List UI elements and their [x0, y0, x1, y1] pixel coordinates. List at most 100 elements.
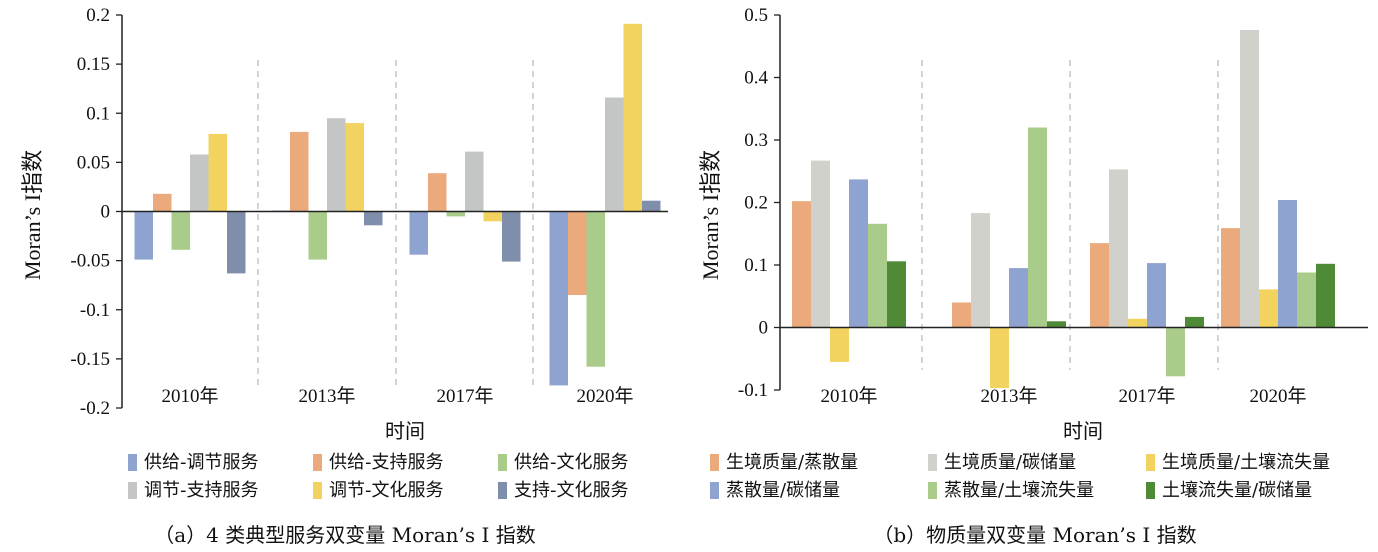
chart-a-y-tick-label: -0.15	[70, 349, 110, 370]
chart-b-bar	[868, 223, 887, 328]
chart-a-legend-swatch	[313, 482, 322, 499]
chart-a-bar	[502, 211, 521, 262]
chart-b-legend-label: 生境质量/蒸散量	[726, 452, 858, 473]
chart-b-bar	[952, 302, 971, 328]
chart-b-category-label: 2010年	[820, 385, 877, 407]
chart-a-bar	[327, 118, 346, 212]
chart-a-legend-label: 调节-支持服务	[144, 480, 259, 501]
chart-b-caption: （b）物质量双变量 Moran’s I 指数	[873, 523, 1196, 547]
chart-a-bar	[227, 211, 246, 274]
chart-b-y-tick-label: 0	[759, 318, 769, 339]
chart-b-bar	[1316, 263, 1335, 328]
chart-b-bar	[1185, 316, 1204, 328]
chart-a-bar	[642, 200, 661, 212]
chart-b-category-label: 2017年	[1118, 385, 1175, 407]
chart-b-bar	[1128, 318, 1147, 328]
chart-b-legend-label: 生境质量/土壤流失量	[1162, 452, 1330, 473]
chart-a-legend-swatch	[128, 454, 137, 471]
chart-a-bar	[549, 211, 568, 386]
chart-a-legend-label: 支持-文化服务	[514, 480, 629, 501]
chart-b-legend-label: 土壤流失量/碳储量	[1162, 480, 1312, 501]
chart-b-bar	[811, 160, 830, 328]
chart-b-bar	[1028, 127, 1047, 328]
chart-a-y-tick-label: -0.1	[80, 300, 110, 321]
chart-b-ylabel: Moran’s I指数	[698, 150, 723, 280]
chart-b-bar	[1278, 200, 1297, 328]
chart-b-legend-label: 蒸散量/土壤流失量	[944, 480, 1094, 501]
chart-b-bar	[1166, 327, 1185, 377]
chart-b-bar	[1221, 228, 1240, 328]
chart-b-bar	[887, 261, 906, 328]
chart-a-category-label: 2010年	[161, 385, 218, 407]
chart-b-bar	[830, 327, 849, 362]
chart-b-legend-label: 生境质量/碳储量	[944, 452, 1076, 473]
chart-b-bar	[1259, 289, 1278, 328]
chart-b-y-tick-label: 0.5	[744, 5, 768, 26]
chart-a-y-tick-label: 0.1	[86, 103, 110, 124]
chart-a-legend-swatch	[498, 482, 507, 499]
chart-a: Moran’s I指数 时间 （a）4 类典型服务双变量 Moran’s I 指…	[20, 5, 668, 547]
chart-a-y-tick-label: -0.05	[70, 251, 110, 272]
chart-a-y-tick-label: -0.2	[80, 398, 110, 419]
chart-a-y-tick-label: 0	[101, 202, 111, 223]
chart-b-y-tick-label: 0.3	[744, 130, 768, 151]
chart-a-xlabel: 时间	[385, 419, 425, 443]
chart-a-category-label: 2013年	[298, 385, 355, 407]
chart-b-bar	[1240, 30, 1259, 328]
chart-b-legend-swatch	[710, 482, 719, 499]
chart-b-legend-swatch	[1146, 482, 1155, 499]
chart-a-y-tick-label: 0.15	[77, 54, 110, 75]
chart-a-category-label: 2020年	[576, 385, 633, 407]
chart-b-bar	[1009, 268, 1028, 328]
chart-a-ylabel: Moran’s I指数	[20, 150, 45, 280]
chart-a-bar	[208, 133, 227, 212]
chart-a-caption: （a）4 类典型服务双变量 Moran’s I 指数	[154, 523, 535, 547]
chart-a-bar	[190, 154, 209, 212]
chart-a-legend-label: 供给-调节服务	[144, 452, 259, 473]
chart-a-legend-label: 供给-支持服务	[329, 452, 444, 473]
chart-a-bar	[428, 173, 447, 212]
chart-a-legend-swatch	[128, 482, 137, 499]
chart-a-legend-label: 供给-文化服务	[514, 452, 629, 473]
chart-a-bar	[483, 211, 502, 222]
chart-a-legend-swatch	[498, 454, 507, 471]
chart-a-y-tick-label: 0.2	[86, 5, 110, 26]
chart-a-legend-swatch	[313, 454, 322, 471]
chart-b-bar	[1297, 272, 1316, 328]
chart-b-bar	[792, 201, 811, 328]
chart-b-y-tick-label: 0.2	[744, 193, 768, 214]
chart-b-bar	[971, 213, 990, 328]
chart-a-bar	[568, 211, 587, 295]
chart-a-bar	[586, 211, 605, 367]
chart-a-bar	[605, 97, 624, 212]
chart-b-xlabel: 时间	[1063, 419, 1103, 443]
chart-a-legend-label: 调节-文化服务	[329, 480, 444, 501]
chart-a-bar	[290, 131, 309, 212]
chart-b-bar	[849, 179, 868, 328]
chart-a-bar	[409, 211, 428, 255]
chart-b-bar	[1047, 321, 1066, 328]
chart-b-bar	[990, 327, 1009, 389]
chart-a-bar	[134, 211, 153, 260]
chart-b-bar	[1147, 263, 1166, 328]
chart-a-y-tick-label: 0.05	[77, 152, 110, 173]
chart-a-bar	[465, 151, 484, 212]
chart-b-bar	[1090, 243, 1109, 328]
chart-b: Moran’s I指数 时间 （b）物质量双变量 Moran’s I 指数 0.…	[698, 5, 1368, 547]
chart-b-y-tick-label: 0.4	[744, 68, 768, 89]
chart-a-bar	[623, 23, 642, 212]
chart-b-category-label: 2020年	[1249, 385, 1306, 407]
chart-b-legend-label: 蒸散量/碳储量	[726, 480, 840, 501]
chart-b-legend-swatch	[1146, 454, 1155, 471]
chart-b-y-tick-label: -0.1	[738, 380, 768, 401]
chart-a-bar	[345, 123, 364, 212]
chart-b-y-tick-label: 0.1	[744, 255, 768, 276]
chart-a-bar	[446, 211, 465, 217]
chart-b-bar	[1109, 169, 1128, 328]
chart-a-bar	[364, 211, 383, 226]
chart-a-bar	[153, 193, 172, 212]
chart-a-category-label: 2017年	[436, 385, 493, 407]
chart-a-bar	[171, 211, 190, 250]
chart-a-bar	[308, 211, 327, 260]
